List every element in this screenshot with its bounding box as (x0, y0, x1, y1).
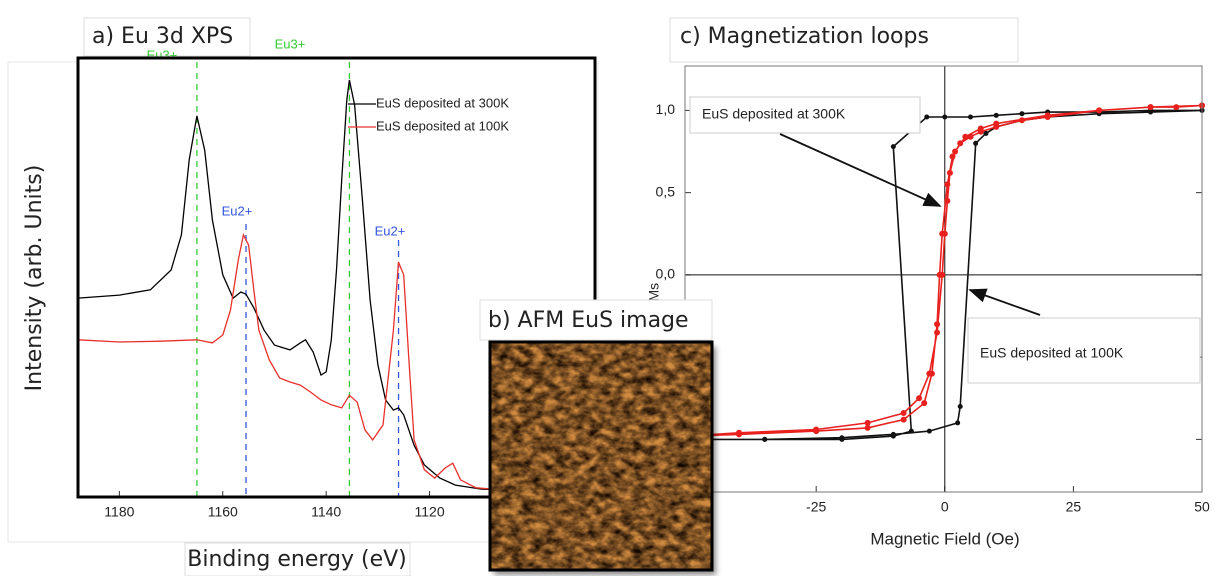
x-tick-label: 1160 (208, 504, 238, 520)
reference-label: Eu2+ (222, 203, 253, 218)
panel-title: c) Magnetization loops (680, 24, 929, 49)
reference-label: Eu3+ (275, 36, 306, 51)
data-point (921, 400, 927, 406)
data-point (955, 420, 960, 425)
data-point (839, 435, 844, 440)
data-point (1148, 110, 1153, 115)
data-point (944, 198, 950, 204)
data-point (1173, 104, 1179, 110)
x-tick-label: 25 (1066, 499, 1082, 515)
data-point (916, 395, 922, 401)
y-tick-label: 0,5 (656, 183, 676, 199)
legend-label: EuS deposited at 300K (376, 95, 509, 110)
x-axis-label: Magnetic Field (Oe) (870, 529, 1019, 548)
annotation: EuS deposited at 300K (702, 106, 846, 122)
data-point (1096, 107, 1102, 113)
data-point (944, 181, 950, 187)
x-tick-label: -25 (806, 499, 826, 515)
panel-title: a) Eu 3d XPS (92, 24, 233, 49)
data-point (973, 141, 978, 146)
x-tick-label: 0 (941, 499, 949, 515)
data-point (891, 144, 896, 149)
panel-title: b) AFM EuS image (488, 308, 689, 333)
data-point (958, 404, 963, 409)
annotation: EuS deposited at 100K (980, 345, 1124, 361)
x-tick-label: 1180 (104, 504, 134, 520)
data-point (968, 114, 973, 119)
data-point (1019, 111, 1024, 116)
data-point (952, 149, 958, 155)
data-point (993, 121, 999, 127)
data-point (1019, 117, 1025, 123)
reference-label: Eu2+ (375, 223, 406, 238)
y-axis-label: Intensity (arb. Units) (22, 165, 47, 392)
legend-label: EuS deposited at 100K (376, 118, 509, 133)
x-tick-label: 50 (1194, 499, 1210, 515)
data-point (957, 140, 963, 146)
x-tick-label: 1120 (415, 504, 445, 520)
data-point (909, 429, 914, 434)
data-point (865, 420, 871, 426)
data-point (926, 371, 932, 377)
data-point (924, 114, 929, 119)
data-point (934, 329, 940, 335)
data-point (927, 429, 932, 434)
data-point (942, 231, 948, 237)
figure: a) Eu 3d XPS11801160114011201100Eu3+Eu2+… (0, 0, 1218, 576)
panel-b: b) AFM EuS image (480, 300, 712, 570)
data-point (762, 437, 767, 442)
data-point (962, 134, 968, 140)
data-point (901, 417, 907, 423)
data-point (947, 170, 953, 176)
y-tick-label: 1,0 (656, 101, 676, 117)
data-point (813, 426, 819, 432)
x-tick-label: 1140 (311, 504, 341, 520)
reference-label: Eu3+ (147, 47, 178, 62)
data-point (1045, 112, 1051, 118)
panel-c: c) Magnetization loops-2502550-1,0-0,50,… (646, 18, 1210, 548)
data-point (978, 126, 984, 132)
data-point (901, 410, 907, 416)
data-point (983, 131, 988, 136)
x-axis-label: Binding energy (eV) (187, 547, 407, 572)
data-point (942, 114, 947, 119)
data-point (891, 432, 896, 437)
data-point (736, 430, 742, 436)
data-point (994, 113, 999, 118)
afm-shade (490, 342, 712, 570)
y-tick-label: 0,0 (656, 266, 676, 282)
data-point (939, 272, 945, 278)
data-point (968, 134, 974, 140)
data-point (934, 321, 940, 327)
data-point (1148, 104, 1154, 110)
